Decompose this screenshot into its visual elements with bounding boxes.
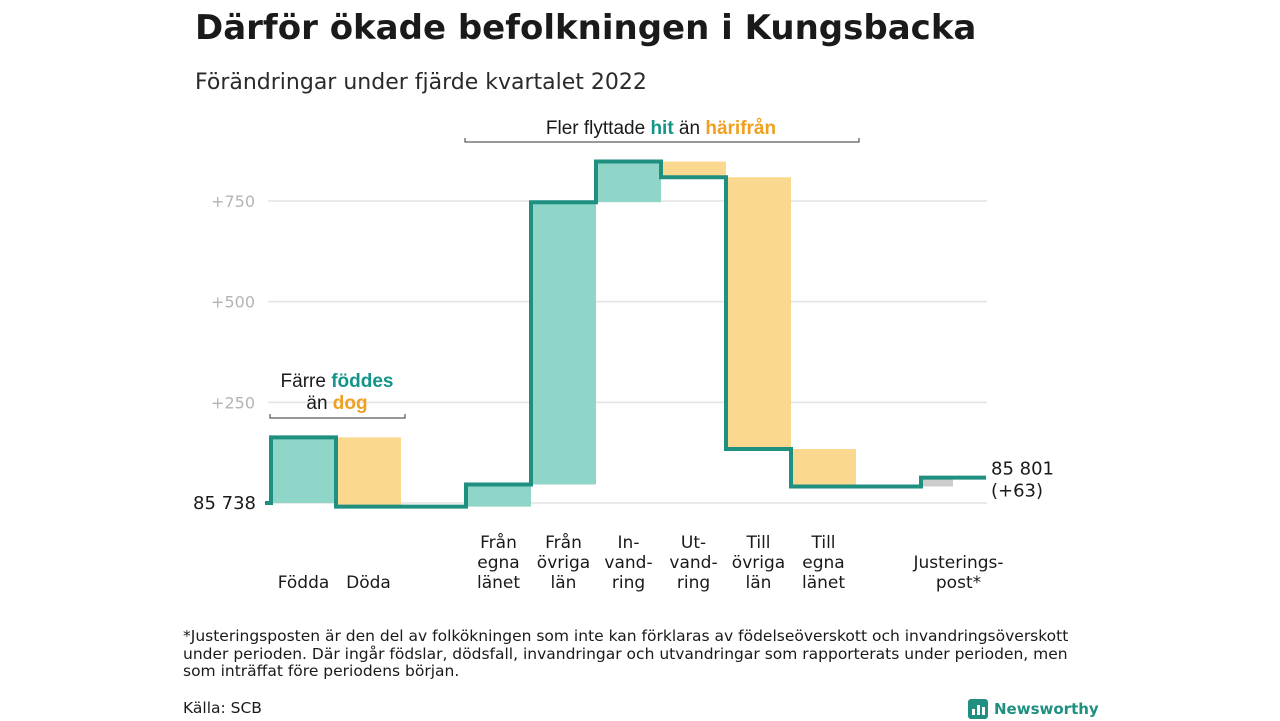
bar-justering [923, 477, 953, 487]
bar-fran_ovriga [531, 202, 596, 485]
category-label: län [551, 573, 577, 593]
end-value-label: (+63) [991, 481, 1043, 502]
category-label: Justerings- [912, 553, 1003, 573]
cumulative-population-line [265, 159, 986, 509]
category-label: vand- [604, 553, 652, 573]
cumulative-line [265, 159, 986, 509]
category-label: Ut- [681, 533, 706, 553]
bar-fran_egna [466, 484, 531, 507]
category-label: ring [677, 573, 710, 593]
category-label: In- [618, 533, 640, 553]
end-value-label: 85 801 [991, 459, 1054, 480]
category-label: Döda [346, 573, 391, 593]
births-bracket [269, 414, 406, 419]
category-label: län [746, 573, 772, 593]
category-label: länet [477, 573, 520, 593]
category-label: ring [612, 573, 645, 593]
bar-doda [336, 437, 401, 507]
category-label: Från [480, 532, 517, 553]
migration-bracket [464, 138, 860, 143]
y-tick-label: +250 [211, 393, 255, 412]
bar-utvandring [661, 161, 726, 178]
chart-title: Därför ökade befolkningen i Kungsbacka [195, 8, 977, 48]
category-label: Födda [278, 573, 330, 593]
footnote: *Justeringsposten är den del av folkökni… [183, 627, 1069, 680]
bar-invandring [596, 161, 661, 203]
bar-till_ovriga [726, 177, 791, 450]
brand-name: Newsworthy [994, 700, 1099, 718]
bar-chart-logo-icon [968, 699, 988, 719]
category-label: Från [545, 532, 582, 553]
migration-annotation: Fler flyttade hit än härifrån [546, 118, 776, 139]
bar-fodda [271, 437, 336, 503]
y-tick-label: +500 [211, 293, 255, 312]
category-label: egna [802, 553, 844, 573]
category-label: egna [477, 553, 519, 573]
bar-till_egna [791, 449, 856, 487]
births-annotation: Färre föddes [281, 371, 394, 392]
births-annotation: än dog [306, 393, 367, 414]
chart-subtitle: Förändringar under fjärde kvartalet 2022 [195, 70, 647, 95]
category-label: Till [745, 533, 770, 553]
category-label: övriga [537, 553, 590, 573]
source-note: Källa: SCB [183, 699, 262, 717]
category-label: Till [810, 533, 835, 553]
bars [271, 161, 953, 507]
category-label: länet [802, 573, 845, 593]
brand-logo: Newsworthy [968, 697, 1099, 721]
category-label: vand- [669, 553, 717, 573]
start-value-label: 85 738 [193, 493, 256, 514]
y-tick-label: +750 [211, 192, 255, 211]
category-label: övriga [732, 553, 785, 573]
category-label: post* [936, 573, 981, 593]
